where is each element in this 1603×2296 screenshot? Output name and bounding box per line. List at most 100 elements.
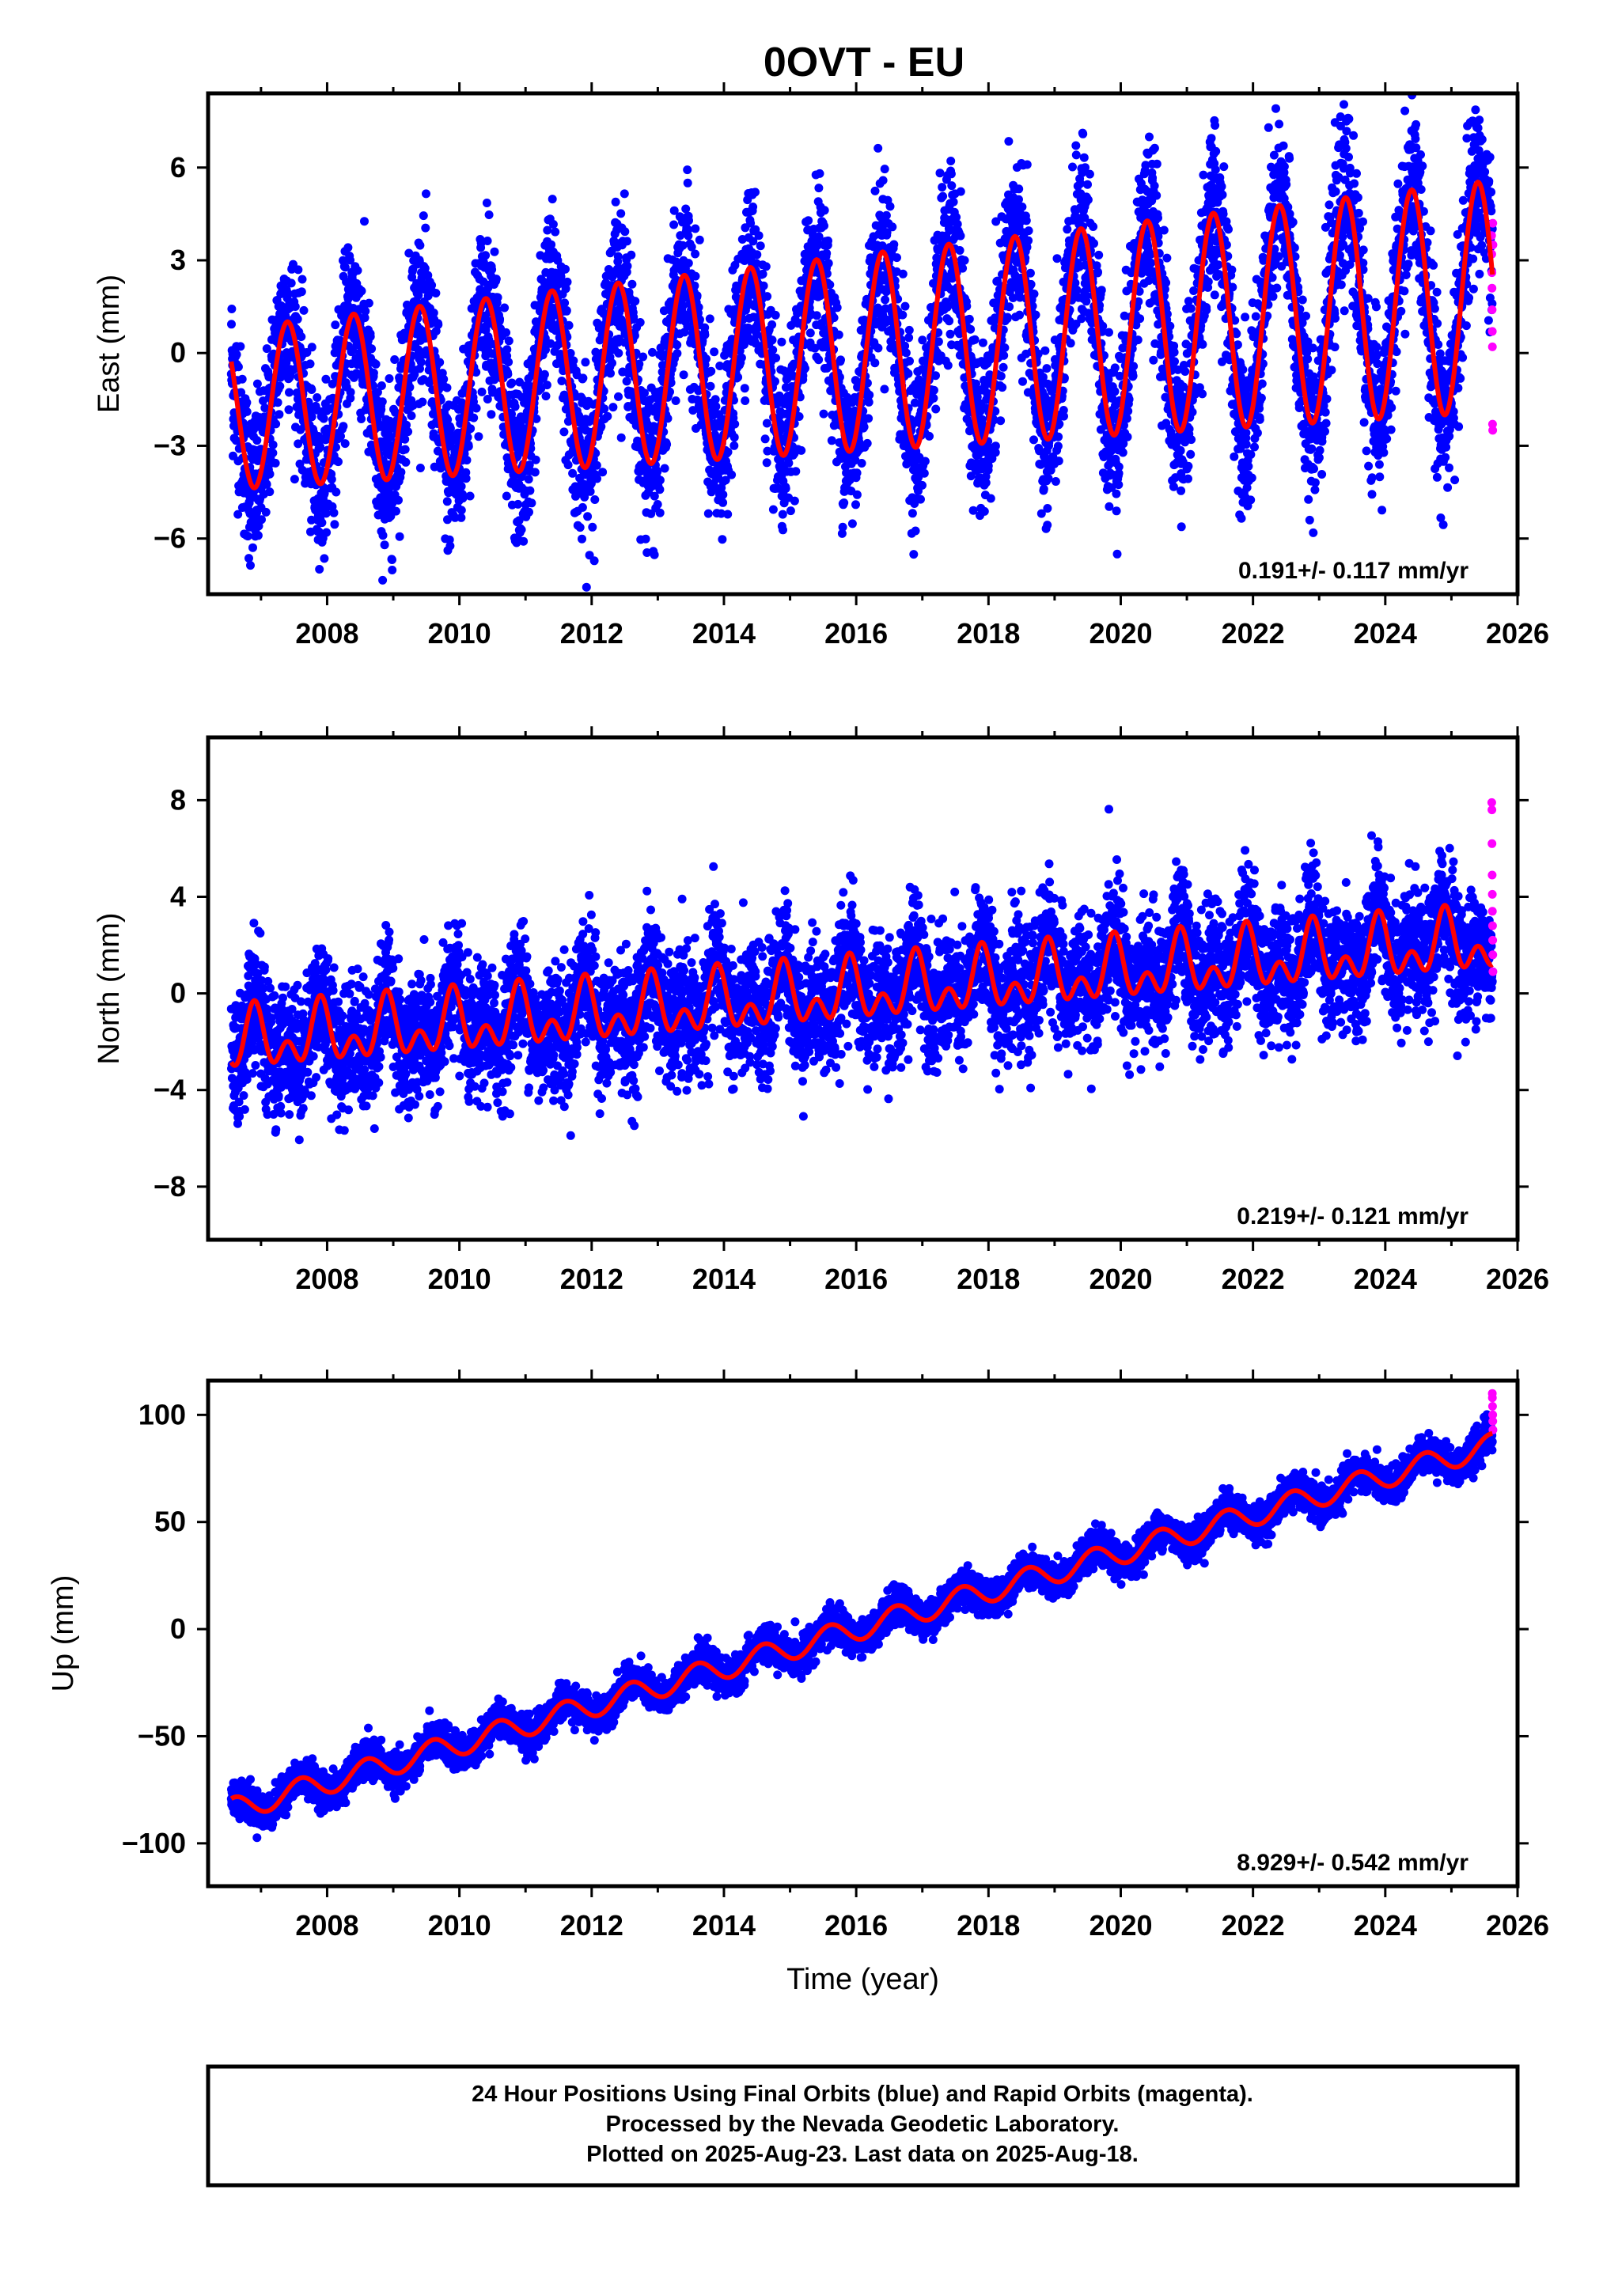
final-point bbox=[388, 566, 397, 574]
final-point bbox=[275, 410, 284, 419]
final-point bbox=[421, 223, 430, 233]
final-point bbox=[1114, 462, 1124, 472]
final-point bbox=[938, 183, 947, 192]
final-point bbox=[1042, 364, 1052, 373]
final-point bbox=[758, 269, 767, 278]
final-point bbox=[711, 395, 720, 404]
final-point bbox=[688, 406, 698, 415]
final-point bbox=[752, 250, 762, 260]
final-point bbox=[360, 217, 369, 226]
final-point bbox=[635, 318, 645, 327]
final-point bbox=[945, 316, 954, 326]
final-point bbox=[836, 355, 845, 365]
final-point bbox=[746, 218, 756, 228]
final-point bbox=[328, 379, 337, 388]
final-point bbox=[900, 301, 910, 311]
final-point bbox=[401, 457, 411, 467]
final-point bbox=[870, 186, 880, 195]
final-point bbox=[562, 306, 571, 315]
final-point bbox=[419, 211, 428, 221]
final-point bbox=[706, 381, 715, 391]
final-point bbox=[655, 485, 665, 494]
final-point bbox=[313, 393, 322, 402]
final-point bbox=[585, 487, 595, 496]
final-point bbox=[852, 490, 862, 499]
final-point bbox=[870, 358, 880, 368]
final-point bbox=[660, 464, 669, 473]
final-point bbox=[502, 491, 511, 501]
final-point bbox=[960, 256, 969, 265]
final-point bbox=[1110, 363, 1120, 373]
final-point bbox=[360, 313, 369, 323]
final-point bbox=[905, 356, 914, 366]
final-point bbox=[909, 550, 919, 559]
final-point bbox=[740, 340, 749, 349]
final-point bbox=[748, 203, 758, 211]
final-point bbox=[771, 377, 779, 386]
final-point bbox=[507, 378, 517, 388]
final-point bbox=[1044, 474, 1053, 483]
final-point bbox=[561, 284, 570, 294]
final-point bbox=[606, 369, 615, 378]
final-point bbox=[477, 387, 487, 396]
final-point bbox=[331, 320, 340, 330]
final-point bbox=[547, 240, 556, 249]
final-point bbox=[650, 491, 659, 501]
final-point bbox=[640, 388, 649, 398]
final-point bbox=[364, 298, 373, 308]
final-point bbox=[481, 251, 491, 260]
final-point bbox=[970, 335, 980, 344]
final-point bbox=[943, 361, 953, 370]
final-point bbox=[1114, 480, 1124, 490]
final-point bbox=[978, 338, 987, 347]
final-point bbox=[474, 432, 483, 441]
final-point bbox=[458, 494, 468, 503]
final-point bbox=[655, 508, 665, 517]
final-point bbox=[692, 291, 702, 301]
final-point bbox=[242, 407, 252, 416]
final-point bbox=[1054, 457, 1063, 466]
final-point bbox=[611, 197, 620, 206]
final-point bbox=[718, 498, 728, 507]
final-point bbox=[1083, 195, 1093, 204]
final-point bbox=[1054, 432, 1063, 441]
final-point bbox=[814, 184, 824, 193]
final-point bbox=[233, 362, 243, 372]
final-point bbox=[639, 352, 648, 362]
final-point bbox=[814, 355, 824, 365]
final-point bbox=[1022, 160, 1032, 169]
final-point bbox=[268, 440, 278, 449]
final-point bbox=[743, 296, 752, 305]
final-point bbox=[415, 364, 424, 373]
final-point bbox=[346, 256, 355, 265]
final-point bbox=[1015, 310, 1025, 320]
final-point bbox=[422, 189, 430, 199]
final-point bbox=[268, 449, 278, 457]
final-point bbox=[1110, 387, 1120, 396]
final-point bbox=[314, 527, 324, 536]
final-point bbox=[723, 510, 733, 519]
final-point bbox=[1052, 254, 1062, 263]
final-point bbox=[404, 427, 413, 437]
final-point bbox=[527, 498, 536, 508]
final-point bbox=[244, 554, 253, 563]
final-point bbox=[911, 526, 920, 536]
final-point bbox=[740, 384, 749, 393]
final-point bbox=[1025, 268, 1035, 278]
final-point bbox=[827, 436, 836, 445]
final-point bbox=[614, 392, 623, 401]
final-point bbox=[592, 460, 601, 470]
final-point bbox=[819, 409, 828, 419]
final-point bbox=[999, 362, 1008, 372]
final-point bbox=[1014, 184, 1024, 194]
final-point bbox=[996, 371, 1006, 381]
final-point bbox=[1085, 169, 1094, 179]
final-point bbox=[768, 505, 778, 514]
final-point bbox=[762, 419, 771, 428]
final-point bbox=[400, 445, 410, 454]
final-point bbox=[938, 191, 948, 201]
final-point bbox=[297, 332, 306, 342]
final-point bbox=[330, 520, 339, 529]
final-point bbox=[778, 510, 787, 519]
final-point bbox=[824, 236, 832, 245]
